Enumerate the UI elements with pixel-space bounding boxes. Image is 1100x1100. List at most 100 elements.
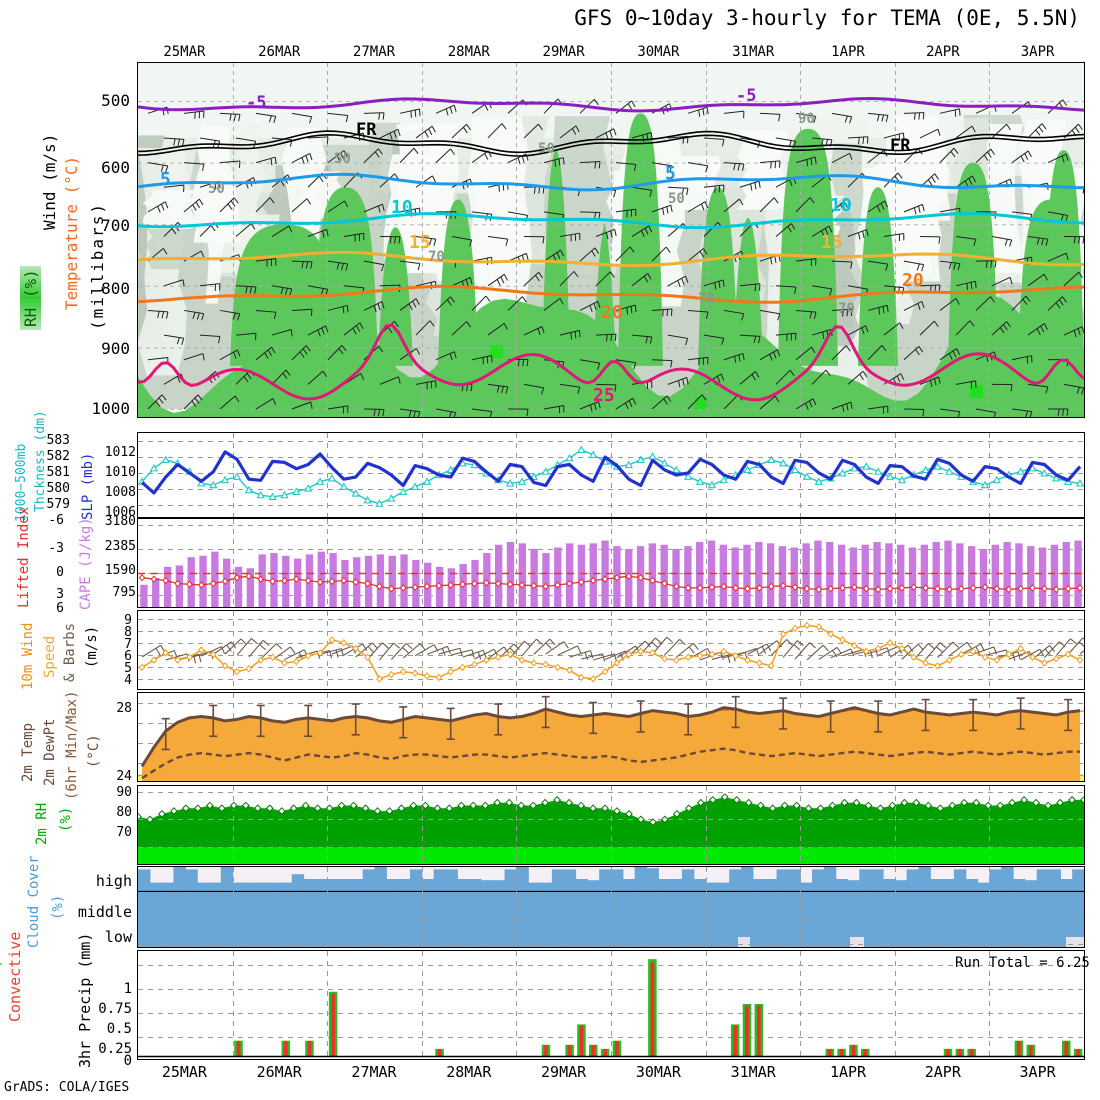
bottom-date-label: 29MAR <box>541 1063 587 1081</box>
top-date-label: 29MAR <box>542 44 585 60</box>
bottom-date-label: 28MAR <box>446 1063 492 1081</box>
y-tick-label: 580 <box>46 481 70 496</box>
contour-label-15-right: 15 <box>821 232 843 253</box>
run-total-label: Run Total = 6.25 <box>955 955 1090 971</box>
y-tick-label: 582 <box>46 449 70 464</box>
y-tick-label: 1010 <box>104 465 136 480</box>
y-tick-label: -6 <box>48 513 64 528</box>
axis-label-wind-barbs: & Barbs <box>62 622 78 682</box>
rh-contour-label: 70 <box>428 249 445 265</box>
bottom-date-label: 2APR <box>924 1063 961 1081</box>
axis-label-cloud-cover: Cloud Cover <box>26 855 42 948</box>
contour-label-5-right: 5 <box>665 163 676 184</box>
y-tick-label: 1000 <box>91 399 130 418</box>
credit-text: GrADS: COLA/IGES <box>4 1080 130 1095</box>
contour-label-20-left: 20 <box>601 302 623 323</box>
y-tick-label: 4 <box>124 673 132 688</box>
y-tick-label: -3 <box>48 541 64 556</box>
rh-contour-label: 70 <box>838 301 855 317</box>
panel-2m-temp-dewpt[interactable] <box>137 692 1085 782</box>
top-date-label: 26MAR <box>258 44 301 60</box>
axis-label-2m-rh: 2m RH <box>34 802 50 845</box>
top-date-label: 30MAR <box>637 44 680 60</box>
top-date-label: 27MAR <box>352 44 396 60</box>
contour-label-10-right: 10 <box>830 195 852 216</box>
panel-3hr-precip[interactable] <box>137 950 1085 1060</box>
page-title: GFS 0~10day 3-hourly for TEMA (0E, 5.5N) <box>574 6 1080 30</box>
y-tick-label: 0.5 <box>106 1021 132 1037</box>
axis-label-lifted-index: Lifted Index <box>16 506 32 608</box>
axis-label-wind-speed: Speed <box>42 635 58 678</box>
y-tick-label: 70 <box>116 825 132 840</box>
axis-label-wind: Wind (m/s) <box>40 133 59 230</box>
y-tick-label: 579 <box>46 497 70 512</box>
bottom-date-label: 27MAR <box>351 1063 397 1081</box>
y-tick-label: 1590 <box>104 563 136 578</box>
axis-label-rh: RH (%) <box>20 266 41 330</box>
axis-label-wind-units: (m/s) <box>84 625 100 668</box>
contour-label-m5-left: -5 <box>246 93 266 113</box>
top-date-label: 2APR <box>925 44 960 60</box>
contour-label-fr-right: FR <box>890 136 911 156</box>
axis-label-2m-dewpt: 2m DewPt <box>42 718 58 786</box>
bottom-date-label: 30MAR <box>635 1063 681 1081</box>
bottom-date-label: 26MAR <box>256 1063 302 1081</box>
y-tick-label: 80 <box>116 805 132 820</box>
y-tick-label: 0.25 <box>98 1041 132 1057</box>
cloud-row-label-high: high <box>95 872 132 890</box>
panel-slp-thickness[interactable] <box>137 432 1085 518</box>
y-tick-label: 900 <box>101 339 130 358</box>
axis-label-rh-units: (%) <box>58 806 74 832</box>
panel-cloud-cover[interactable] <box>137 866 1085 948</box>
axis-label-temp-units: (°C) <box>86 734 102 768</box>
y-tick-label: 0 <box>123 1053 132 1069</box>
y-tick-label: 7 <box>124 637 132 652</box>
contour-label-25: 25 <box>593 385 615 406</box>
rh-label-text: RH (%) <box>21 269 40 327</box>
bottom-date-label: 1APR <box>829 1063 867 1081</box>
bottom-date-label: 25MAR <box>161 1063 207 1081</box>
y-tick-label: 795 <box>112 585 136 600</box>
y-tick-label: 581 <box>46 465 70 480</box>
y-tick-label: 700 <box>101 216 130 235</box>
y-tick-label: 1006 <box>104 505 136 520</box>
axis-label-10m-wind: 10m Wind <box>20 622 36 690</box>
axis-label-precip-convective: Convective <box>6 931 24 1022</box>
cloud-row-label-low: low <box>104 928 132 946</box>
top-date-label: 3APR <box>1020 44 1055 60</box>
cloud-row-label-middle: middle <box>77 903 132 921</box>
top-date-label: 1APR <box>831 44 865 60</box>
contour-label-15-left: 15 <box>409 232 431 253</box>
y-tick-label: 5 <box>124 661 132 676</box>
rh-contour-label: 50 <box>208 181 225 197</box>
rh-contour-label: 70 <box>698 291 715 307</box>
rh-contour-label: 50 <box>538 141 555 157</box>
y-tick-label: 9 <box>124 613 132 628</box>
panel-10m-wind[interactable] <box>137 610 1085 690</box>
contour-label-m5-right: -5 <box>736 86 756 106</box>
y-tick-label: 6 <box>56 601 64 616</box>
y-tick-label: 2385 <box>104 539 136 554</box>
top-date-label: 25MAR <box>163 44 206 60</box>
top-date-label: 31MAR <box>732 44 775 60</box>
y-tick-label: 8 <box>124 625 132 640</box>
y-tick-label: 500 <box>101 91 130 110</box>
y-tick-label: 28 <box>116 701 132 716</box>
panel-cape-lifted-index[interactable] <box>137 518 1085 608</box>
bottom-date-label: 31MAR <box>730 1063 776 1081</box>
y-tick-label: 800 <box>101 279 130 298</box>
contour-label-10-left: 10 <box>391 197 413 218</box>
y-tick-label: 3 <box>56 587 64 602</box>
panel-2m-rh[interactable] <box>137 785 1085 865</box>
y-tick-label: 0.75 <box>98 1001 132 1017</box>
y-tick-label: 1012 <box>104 445 136 460</box>
y-tick-label: 583 <box>46 433 70 448</box>
rh-contour-label: 50 <box>334 151 351 167</box>
contour-label-5-left: 5 <box>160 169 171 190</box>
top-date-label: 28MAR <box>447 44 490 60</box>
axis-label-2m-temp: 2m Temp <box>20 722 36 782</box>
y-tick-label: 24 <box>116 769 132 784</box>
axis-label-minmax: (6hr Min/Max) <box>64 690 80 800</box>
y-tick-label: 6 <box>124 649 132 664</box>
panel-upper-air-cross-section[interactable]: -5 -5 FR FR 5 5 10 10 15 15 20 20 25 50 50 50 50 70 70 70 90 <box>137 62 1085 418</box>
